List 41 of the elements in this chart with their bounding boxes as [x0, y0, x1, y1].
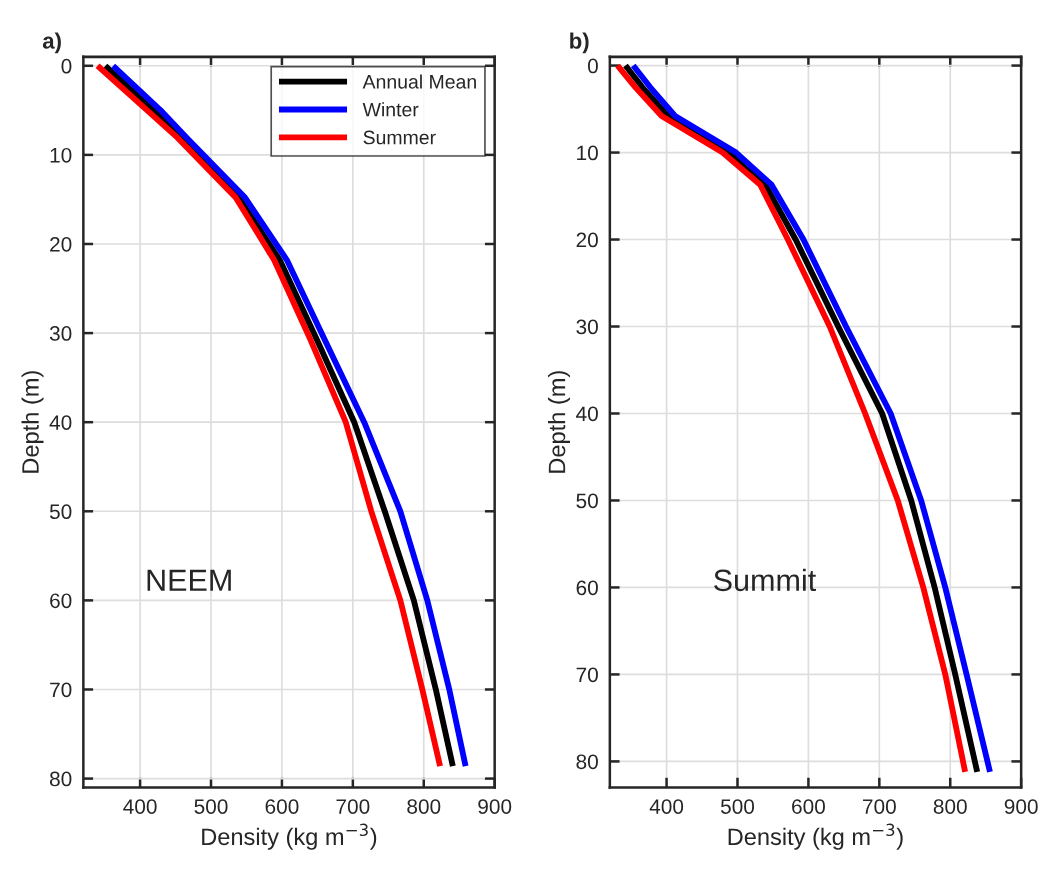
y-tick-label: 80: [49, 771, 72, 787]
y-tick-label: 60: [50, 593, 72, 609]
y-tick-label: 40: [576, 406, 598, 422]
y-axis-title: Depth (m): [548, 371, 571, 473]
y-tick-label: 20: [576, 232, 598, 248]
chart-title: b): [570, 32, 589, 54]
x-tick-label: 500: [720, 799, 755, 814]
y-tick-label: 60: [576, 580, 598, 596]
y-tick-label: 70: [576, 667, 598, 683]
y-tick-label: 10: [577, 145, 598, 161]
x-axis-title: Density (kg m$^{−3}$): [202, 823, 377, 850]
x-tick-label: 900: [1004, 799, 1038, 814]
x-tick-label: 500: [194, 799, 228, 814]
x-axis-title: Density (kg m$^{−3}$): [728, 823, 903, 850]
x-tick-label: 400: [649, 799, 684, 814]
y-tick-label: 10: [50, 147, 72, 163]
y-tick-label: 40: [49, 415, 72, 430]
y-tick-label: 0: [587, 58, 598, 74]
x-tick-label: 600: [792, 799, 825, 814]
legend-label: Annual Mean: [362, 74, 476, 89]
y-tick-label: 30: [576, 319, 598, 335]
y-tick-label: 80: [576, 754, 598, 770]
y-tick-label: 20: [50, 236, 72, 252]
y-axis-title: Depth (m): [21, 371, 44, 473]
x-tick-label: 900: [478, 799, 512, 814]
x-tick-label: 600: [265, 799, 299, 814]
x-tick-label: 700: [863, 799, 896, 814]
legend-label: Summer: [363, 130, 436, 145]
x-tick-label: 800: [407, 799, 441, 814]
y-tick-label: 30: [49, 326, 72, 341]
x-tick-label: 400: [123, 799, 157, 814]
x-tick-label: 700: [336, 799, 370, 814]
legend-label: Winter: [362, 102, 419, 117]
y-tick-label: 50: [576, 493, 598, 509]
y-tick-label: 50: [49, 504, 72, 520]
x-tick-label: 800: [933, 799, 967, 814]
y-tick-label: 0: [61, 58, 72, 74]
annotation: Summit: [714, 568, 817, 592]
y-tick-label: 70: [50, 682, 72, 698]
annotation: NEEM: [147, 569, 231, 591]
chart-title: a): [42, 32, 61, 54]
